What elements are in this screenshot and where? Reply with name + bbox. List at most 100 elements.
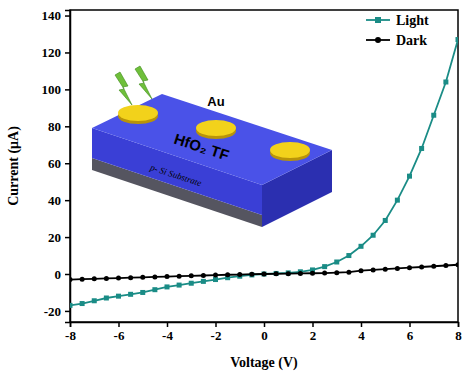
data-point — [274, 271, 279, 276]
data-point — [346, 253, 351, 258]
data-point — [383, 267, 388, 272]
data-point — [334, 270, 339, 275]
x-tick-mark — [264, 322, 266, 327]
y-tick-label: 20 — [48, 230, 61, 245]
x-tick-label: 8 — [455, 328, 462, 343]
x-tick: 2 — [310, 322, 317, 343]
y-tick: 100 — [42, 82, 71, 97]
x-tick-label: 2 — [310, 328, 317, 343]
y-tick: 60 — [48, 156, 70, 171]
data-point — [152, 287, 157, 292]
annotation: HfO₂ TF — [172, 130, 231, 164]
chart: AuHfO₂ TFp- Si Substrate-8-6-4-202468-20… — [0, 0, 464, 375]
plot-area — [70, 37, 458, 308]
data-point — [237, 272, 242, 277]
slab-top — [92, 94, 332, 185]
legend-marker — [375, 37, 381, 43]
data-point — [262, 272, 267, 277]
y-tick: 120 — [42, 45, 71, 60]
data-point — [431, 113, 436, 118]
data-point — [456, 262, 459, 267]
x-tick-label: 6 — [407, 328, 414, 343]
data-point — [80, 277, 85, 282]
data-point — [213, 273, 218, 278]
data-point — [334, 260, 339, 265]
x-tick-mark — [409, 322, 411, 327]
x-tick: -2 — [211, 322, 222, 343]
x-tick: -4 — [162, 322, 173, 343]
y-tick: 140 — [42, 8, 71, 23]
data-point — [456, 37, 459, 42]
data-point — [322, 264, 327, 269]
y-tick-label: 0 — [55, 267, 62, 282]
y-tick-mark — [65, 126, 70, 128]
inset-diagram: AuHfO₂ TFp- Si Substrate — [92, 66, 332, 227]
data-point — [407, 174, 412, 179]
light-arrow — [135, 66, 152, 99]
data-point — [322, 271, 327, 276]
x-tick-mark — [215, 322, 217, 327]
data-point — [70, 303, 73, 308]
legend-label: Light — [396, 13, 429, 28]
data-point — [310, 271, 315, 276]
x-tick-label: -2 — [211, 328, 222, 343]
data-point — [140, 275, 145, 280]
data-point — [443, 80, 448, 85]
data-point — [70, 277, 73, 282]
data-point — [274, 271, 279, 276]
data-point — [249, 272, 254, 277]
y-tick-label: 40 — [48, 193, 61, 208]
y-tick-mark — [65, 311, 70, 313]
axis-line — [65, 11, 71, 323]
y-tick-label: 80 — [48, 119, 61, 134]
data-point — [201, 279, 206, 284]
y-tick-mark — [65, 200, 70, 202]
data-point — [419, 264, 424, 269]
data-point — [165, 284, 170, 289]
data-point — [128, 292, 133, 297]
y-tick-mark — [65, 163, 70, 165]
data-point — [177, 283, 182, 288]
electrode — [196, 120, 236, 136]
data-point — [249, 272, 254, 277]
y-axis: -20020406080100120140 — [42, 8, 71, 322]
data-point — [128, 275, 133, 280]
data-point — [80, 301, 85, 306]
data-point — [419, 146, 424, 151]
data-point — [286, 270, 291, 275]
series-line — [70, 265, 458, 280]
y-tick-mark — [65, 52, 70, 54]
data-point — [152, 274, 157, 279]
y-axis-title: Current (μA) — [6, 126, 22, 206]
y-tick-label: 60 — [48, 156, 61, 171]
x-axis-title: Voltage (V) — [230, 355, 298, 371]
data-point — [92, 276, 97, 281]
data-point — [371, 267, 376, 272]
x-tick-label: 4 — [358, 328, 365, 343]
x-tick: 0 — [261, 322, 268, 343]
data-point — [104, 276, 109, 281]
x-axis: -8-6-4-202468 — [65, 322, 462, 343]
y-tick-mark — [65, 15, 70, 17]
data-point — [346, 270, 351, 275]
data-point — [116, 276, 121, 281]
data-point — [395, 198, 400, 203]
data-point — [443, 263, 448, 268]
x-tick-label: -8 — [65, 328, 76, 343]
y-tick-label: 100 — [42, 82, 62, 97]
x-tick-mark — [458, 322, 460, 327]
legend-label: Dark — [396, 33, 427, 48]
series-line — [70, 40, 458, 306]
data-point — [189, 273, 194, 278]
annotation: Au — [207, 94, 224, 109]
data-point — [383, 218, 388, 223]
electrode — [270, 142, 310, 158]
data-point — [395, 266, 400, 271]
y-tick: 20 — [48, 230, 70, 245]
data-point — [262, 272, 267, 277]
legend-marker — [375, 17, 381, 23]
data-point — [371, 233, 376, 238]
y-tick-label: 140 — [42, 8, 62, 23]
legend: Light Dark — [366, 13, 429, 48]
data-point — [286, 271, 291, 276]
